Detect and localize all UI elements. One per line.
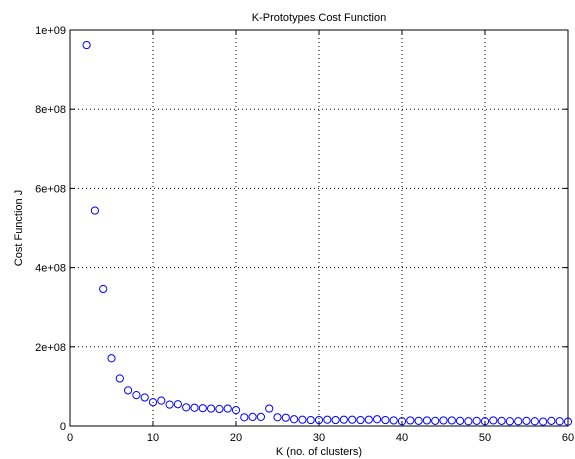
data-point bbox=[290, 415, 299, 424]
chart-title: K-Prototypes Cost Function bbox=[252, 12, 387, 24]
data-point bbox=[115, 374, 124, 383]
data-point bbox=[339, 415, 348, 424]
data-point bbox=[140, 393, 149, 402]
data-point bbox=[248, 412, 257, 421]
y-tick-label: 2e+08 bbox=[35, 342, 66, 354]
data-point bbox=[331, 415, 340, 425]
data-point bbox=[447, 416, 456, 425]
data-point bbox=[539, 417, 548, 426]
data-point bbox=[522, 416, 531, 425]
grid-lines bbox=[70, 30, 568, 426]
data-point bbox=[514, 417, 523, 426]
data-point bbox=[198, 404, 207, 413]
x-tick-label: 10 bbox=[147, 432, 159, 444]
y-tick-label: 6e+08 bbox=[35, 183, 66, 195]
data-point bbox=[356, 415, 365, 425]
data-point bbox=[148, 398, 158, 407]
data-point bbox=[298, 415, 307, 424]
data-point bbox=[422, 416, 431, 425]
data-point bbox=[231, 406, 241, 415]
data-point bbox=[132, 391, 141, 400]
data-point bbox=[165, 400, 174, 409]
data-point bbox=[281, 413, 290, 422]
data-point bbox=[124, 386, 133, 395]
x-tick-label: 40 bbox=[396, 432, 408, 444]
x-tick-label: 50 bbox=[479, 432, 491, 444]
data-point bbox=[431, 416, 440, 425]
data-point bbox=[107, 354, 116, 363]
data-point bbox=[489, 416, 498, 425]
data-point bbox=[389, 416, 398, 425]
data-point bbox=[223, 404, 232, 413]
data-point bbox=[240, 413, 249, 422]
data-point bbox=[497, 416, 506, 425]
data-point bbox=[397, 417, 407, 426]
y-tick-label: 1e+09 bbox=[35, 25, 66, 37]
data-point bbox=[306, 415, 315, 425]
x-tick-label: 20 bbox=[230, 432, 242, 444]
data-point bbox=[414, 416, 423, 425]
data-point bbox=[173, 400, 182, 409]
data-point bbox=[456, 416, 465, 425]
x-tick-label: 0 bbox=[67, 432, 73, 444]
data-point bbox=[472, 416, 481, 425]
data-point bbox=[190, 403, 199, 412]
y-tick-label: 0 bbox=[60, 421, 66, 433]
data-point bbox=[439, 416, 448, 425]
data-point bbox=[256, 412, 265, 421]
data-point bbox=[547, 416, 556, 425]
data-point bbox=[464, 417, 473, 426]
data-point bbox=[215, 404, 224, 414]
data-point bbox=[82, 40, 91, 50]
data-point bbox=[505, 417, 514, 426]
data-point bbox=[157, 396, 166, 405]
data-points bbox=[82, 40, 573, 426]
data-point bbox=[480, 417, 490, 426]
data-point bbox=[182, 403, 191, 412]
x-axis-label: K (no. of clusters) bbox=[276, 446, 362, 458]
data-point bbox=[381, 415, 390, 425]
x-tick-label: 60 bbox=[562, 432, 574, 444]
y-tick-label: 4e+08 bbox=[35, 263, 66, 275]
data-point bbox=[530, 417, 539, 426]
data-point bbox=[406, 416, 415, 425]
data-point bbox=[563, 417, 573, 426]
data-point bbox=[273, 413, 282, 422]
y-tick-labels: 0 2e+08 4e+08 6e+08 8e+08 1e+09 bbox=[35, 25, 66, 433]
data-point bbox=[99, 284, 108, 294]
data-point bbox=[323, 415, 332, 424]
y-tick-label: 8e+08 bbox=[35, 104, 66, 116]
data-point bbox=[364, 415, 373, 424]
data-point bbox=[265, 404, 274, 413]
data-point bbox=[348, 415, 357, 424]
data-point bbox=[555, 417, 564, 426]
data-point bbox=[207, 404, 216, 413]
x-tick-labels: 0 10 20 30 40 50 60 bbox=[67, 432, 574, 444]
y-axis-label: Cost Function J bbox=[13, 190, 25, 266]
data-point bbox=[373, 415, 382, 424]
x-tick-label: 30 bbox=[313, 432, 325, 444]
axis-ticks bbox=[69, 29, 569, 427]
data-point bbox=[314, 415, 324, 425]
data-point bbox=[90, 206, 100, 215]
